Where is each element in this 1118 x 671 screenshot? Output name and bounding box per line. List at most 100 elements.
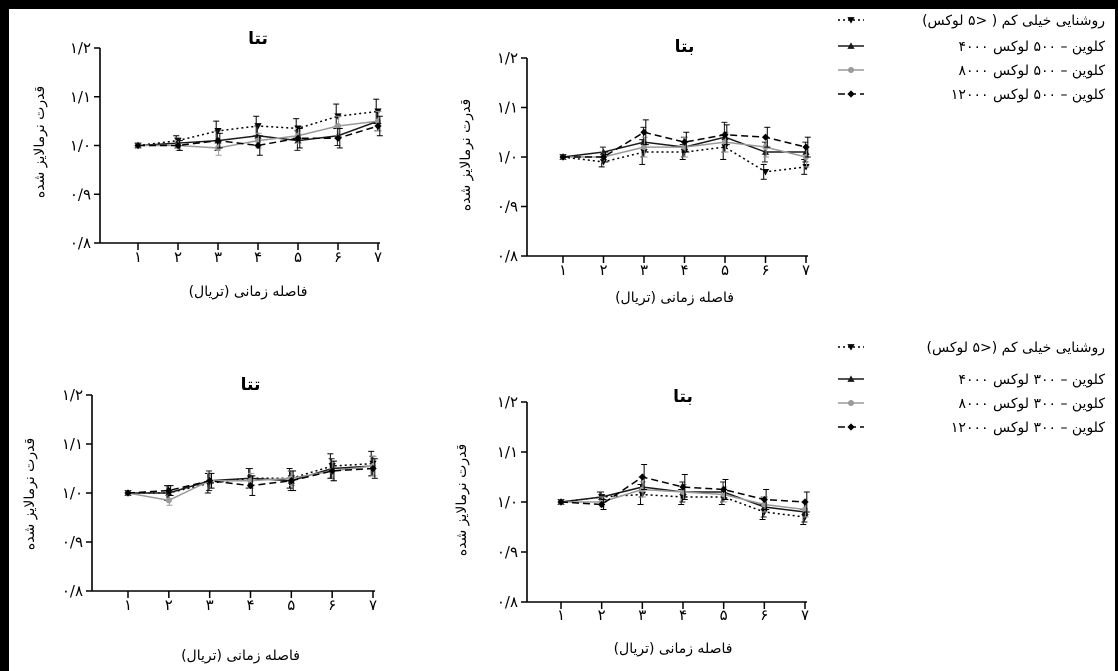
legend-label: روشنایی خیلی کم ( <۵ لوکس) [922, 13, 1105, 29]
chart-title: بتا [673, 387, 693, 407]
x-tick-label: ۷ [802, 261, 810, 279]
y-tick-label: ۱/۲ [62, 386, 83, 404]
legend-entry: ۴۰۰۰ کلوین – ۵۰۰ لوکس [838, 39, 1105, 55]
legend-entry: ۴۰۰۰ کلوین – ۳۰۰ لوکس [838, 372, 1105, 388]
legend-marker [847, 17, 855, 24]
data-point-k12000 [680, 138, 689, 146]
x-tick-label: ۱ [124, 596, 132, 614]
data-point-low [638, 491, 646, 499]
data-point-k12000 [640, 128, 648, 136]
data-point-k8000 [165, 497, 172, 504]
data-point-k12000 [246, 482, 255, 490]
x-tick-label: ۳ [638, 606, 646, 624]
data-point-k12000 [599, 153, 608, 161]
y-tick-label: ۱/۰ [62, 484, 83, 502]
x-tick-label: ۶ [760, 606, 768, 624]
x-tick-label: ۱ [559, 261, 567, 279]
legend-2: روشنایی خیلی کم (<۵ لوکس) ۴۰۰۰ کلوین – ۳۰… [838, 340, 1105, 436]
data-point-k12000 [254, 141, 262, 150]
data-point-k12000 [369, 464, 377, 473]
y-tick-label: ۰/۸ [497, 593, 518, 611]
data-point-k8000 [334, 122, 342, 130]
x-tick-label: ۵ [721, 261, 729, 279]
data-point-k12000 [294, 134, 302, 142]
data-point-k12000 [679, 483, 687, 491]
x-axis-label: فاصله زمانی (تریال) [181, 648, 300, 664]
y-tick-label: ۰/۹ [70, 185, 91, 203]
data-point-k12000 [557, 498, 565, 506]
x-tick-label: ۴ [679, 606, 687, 624]
data-point-k12000 [165, 486, 173, 495]
legend-label: ۴۰۰۰ کلوین – ۳۰۰ لوکس [958, 372, 1105, 388]
chart-panel-2: ۰/۸ ۰/۹ ۱/۰ ۱/۱ ۱/۲ ۱ ۲ ۳ ۴ ۵ ۶ ۷ بتا فاصله زمانی (تر… [458, 37, 811, 306]
y-tick-label: ۰/۸ [70, 234, 91, 252]
y-tick-label: ۰/۸ [62, 582, 83, 600]
data-point-k12000 [720, 485, 728, 494]
y-axis-label: قدرت نرمالایز شده [458, 99, 474, 211]
legend-marker [847, 90, 855, 98]
y-tick-label: ۱/۲ [497, 393, 518, 411]
data-point-k12000 [134, 141, 142, 150]
y-axis-label: قدرت نرمالایز شده [22, 438, 38, 550]
data-point-k12000 [124, 489, 132, 497]
y-tick-label: ۱/۱ [497, 443, 518, 461]
y-tick-label: ۰/۹ [497, 543, 518, 561]
x-tick-label: ۱ [134, 248, 142, 266]
x-tick-label: ۶ [334, 248, 342, 266]
y-axis-label: قدرت نرمالایز شده [32, 86, 48, 198]
legend-marker [847, 42, 855, 49]
data-point-k12000 [638, 473, 646, 481]
chart-title: تتا [241, 375, 261, 395]
y-tick-label: ۱/۱ [497, 99, 518, 117]
x-tick-label: ۶ [328, 596, 336, 614]
legend-marker [847, 423, 855, 431]
x-tick-label: ۲ [174, 248, 182, 266]
data-point-k8000 [640, 144, 648, 151]
legend-label: ۸۰۰۰ کلوین – ۵۰۰ لوکس [958, 63, 1105, 79]
y-tick-label: ۰/۹ [62, 533, 83, 551]
x-tick-label: ۳ [206, 596, 214, 614]
chart-panel-1: ۰/۸ ۰/۹ ۱/۰ ۱/۱ ۱/۲ ۱ ۲ ۳ ۴ ۵ ۶ ۷ تتا فاصله زمانی (تر… [32, 29, 383, 300]
legend-entry: ۸۰۰۰ کلوین – ۵۰۰ لوکس [838, 63, 1105, 79]
series-k8000 [559, 131, 810, 168]
series-k12000 [134, 115, 383, 156]
y-tick-label: ۱/۱ [62, 435, 83, 453]
y-tick-label: ۱/۰ [70, 137, 91, 155]
y-tick-label: ۰/۹ [497, 198, 518, 216]
x-tick-label: ۶ [761, 261, 769, 279]
x-tick-label: ۴ [680, 261, 688, 279]
x-axis-label: فاصله زمانی (تریال) [615, 290, 734, 306]
y-tick-label: ۱/۰ [497, 493, 518, 511]
data-point-k12000 [206, 477, 214, 485]
x-tick-label: ۴ [246, 596, 254, 614]
x-tick-label: ۳ [640, 261, 648, 279]
data-point-k12000 [559, 153, 567, 161]
data-point-k12000 [802, 143, 810, 151]
x-tick-label: ۲ [598, 606, 606, 624]
legend-entry: روشنایی خیلی کم ( <۵ لوکس) [838, 13, 1105, 29]
x-tick-label: ۷ [369, 596, 377, 614]
y-tick-label: ۱/۰ [497, 148, 518, 166]
legend-marker [847, 399, 855, 407]
x-tick-label: ۵ [294, 248, 302, 266]
x-tick-label: ۲ [165, 596, 173, 614]
data-point-k12000 [328, 467, 336, 475]
x-tick-label: ۵ [720, 606, 728, 624]
legend-marker [847, 66, 855, 74]
data-point-k12000 [174, 141, 182, 150]
legend-entry: ۸۰۰۰ کلوین – ۳۰۰ لوکس [838, 396, 1105, 412]
y-tick-label: ۱/۲ [497, 49, 518, 67]
data-point-k12000 [287, 477, 295, 485]
data-point-k12000 [598, 500, 606, 509]
legend-label: ۴۰۰۰ کلوین – ۵۰۰ لوکس [958, 39, 1105, 55]
x-tick-label: ۷ [374, 248, 382, 266]
y-tick-label: ۱/۱ [70, 88, 91, 106]
data-point-k12000 [374, 122, 382, 130]
data-point-k12000 [721, 131, 729, 139]
x-axis-label: فاصله زمانی (تریال) [614, 641, 733, 657]
legend-label: ۱۲۰۰۰ کلوین – ۵۰۰ لوکس [951, 87, 1105, 103]
legend-entry: ۱۲۰۰۰ کلوین – ۵۰۰ لوکس [838, 87, 1105, 103]
data-point-k4000 [761, 148, 770, 155]
